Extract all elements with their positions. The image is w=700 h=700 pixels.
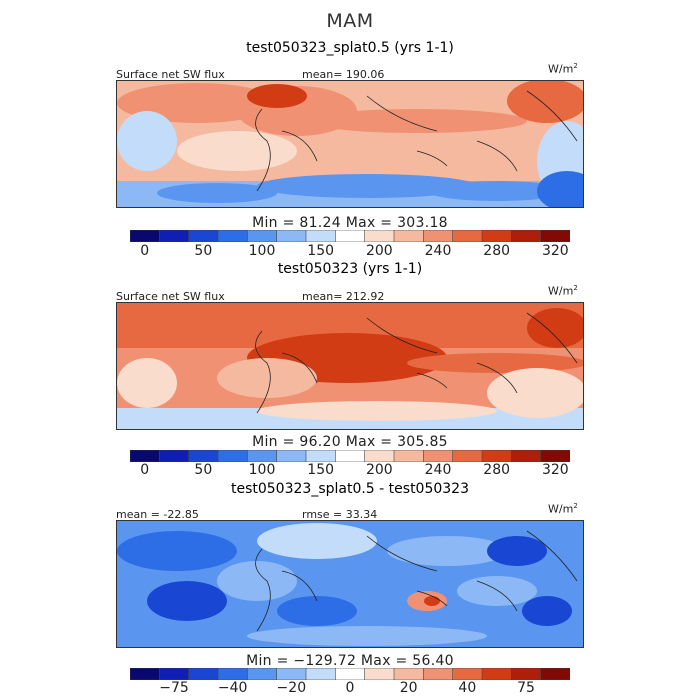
panel-2-mean-label: mean= 212.92 <box>302 290 385 303</box>
colorbar-swatch <box>130 668 160 680</box>
colorbar-swatch <box>511 450 542 462</box>
colorbar-tick-label: 100 <box>248 243 276 259</box>
panel-2-min-max: Min = 96.20 Max = 305.85 <box>252 434 448 450</box>
panel-3-colorbar-svg <box>130 668 570 680</box>
colorbar-tick-label: −20 <box>276 680 307 696</box>
colorbar-swatch <box>511 668 542 680</box>
colorbar-swatch <box>247 230 278 242</box>
colorbar-tick-label: 75 <box>517 680 535 696</box>
panel-3-min-max: Min = −129.72 Max = 56.40 <box>246 653 454 669</box>
colorbar-swatch <box>393 450 424 462</box>
panel-1-colorbar-svg <box>130 230 570 242</box>
colorbar-swatch <box>423 450 454 462</box>
colorbar-tick-label: −75 <box>159 680 189 696</box>
colorbar-swatch <box>276 668 307 680</box>
panel-1-colorbar <box>130 230 570 242</box>
colorbar-swatch <box>423 230 454 242</box>
colorbar-swatch <box>335 450 366 462</box>
panel-3-colorbar <box>130 668 570 680</box>
panel-1-mean-label: mean= 190.06 <box>302 68 385 81</box>
colorbar-tick-label: −40 <box>217 680 248 696</box>
panel-3-rmse-label: rmse = 33.34 <box>302 508 378 521</box>
colorbar-swatch <box>452 450 483 462</box>
colorbar-tick-label: 240 <box>424 243 452 259</box>
colorbar-swatch <box>540 230 570 242</box>
colorbar-swatch <box>393 668 424 680</box>
colorbar-swatch <box>335 230 366 242</box>
panel-1-map-svg <box>117 81 583 207</box>
colorbar-swatch <box>276 230 307 242</box>
colorbar-swatch <box>364 668 395 680</box>
colorbar-swatch <box>159 450 190 462</box>
panel-1-units: W/m2 <box>548 62 578 76</box>
panel-2-title: test050323 (yrs 1-1) <box>277 261 423 277</box>
colorbar-swatch <box>335 668 366 680</box>
colorbar-tick-label: 200 <box>365 462 393 478</box>
colorbar-tick-label: 280 <box>483 243 511 259</box>
panel-1-map <box>116 80 584 208</box>
colorbar-swatch <box>511 230 542 242</box>
colorbar-swatch <box>481 668 512 680</box>
colorbar-tick-label: 50 <box>194 462 213 478</box>
colorbar-swatch <box>130 450 160 462</box>
panel-2-left-label: Surface net SW flux <box>116 290 225 303</box>
colorbar-tick-label: 20 <box>399 680 418 696</box>
colorbar-swatch <box>540 450 570 462</box>
panel-3-title: test050323_splat0.5 - test050323 <box>230 481 469 497</box>
colorbar-swatch <box>364 450 395 462</box>
colorbar-swatch <box>247 450 278 462</box>
colorbar-tick-label: 280 <box>483 462 511 478</box>
panel-2-colorbar-svg <box>130 450 570 462</box>
colorbar-tick-label: 40 <box>458 680 477 696</box>
colorbar-tick-label: 50 <box>194 243 213 259</box>
colorbar-swatch <box>217 450 248 462</box>
panel-1-min-max: Min = 81.24 Max = 303.18 <box>252 215 448 231</box>
colorbar-swatch <box>217 230 248 242</box>
colorbar-swatch <box>452 230 483 242</box>
colorbar-tick-label: 0 <box>345 680 355 696</box>
colorbar-swatch <box>305 230 336 242</box>
colorbar-swatch <box>423 668 454 680</box>
colorbar-swatch <box>540 668 570 680</box>
colorbar-swatch <box>481 450 512 462</box>
colorbar-swatch <box>305 450 336 462</box>
panel-2-colorbar <box>130 450 570 462</box>
colorbar-swatch <box>276 450 307 462</box>
colorbar-tick-label: 240 <box>424 462 452 478</box>
colorbar-swatch <box>393 230 424 242</box>
panel-2-units: W/m2 <box>548 284 578 298</box>
panel-2-map-svg <box>117 303 583 429</box>
colorbar-tick-label: 0 <box>140 462 150 478</box>
colorbar-tick-label: 320 <box>541 462 569 478</box>
colorbar-tick-label: 100 <box>248 462 276 478</box>
colorbar-swatch <box>217 668 248 680</box>
colorbar-swatch <box>188 230 219 242</box>
colorbar-tick-label: 200 <box>365 243 393 259</box>
colorbar-swatch <box>159 668 190 680</box>
colorbar-swatch <box>188 668 219 680</box>
panel-3-map <box>116 520 584 648</box>
colorbar-swatch <box>247 668 278 680</box>
panel-1-left-label: Surface net SW flux <box>116 68 225 81</box>
colorbar-swatch <box>364 230 395 242</box>
colorbar-swatch <box>188 450 219 462</box>
colorbar-tick-label: 150 <box>307 462 335 478</box>
figure-title: MAM <box>326 10 374 32</box>
colorbar-tick-label: 150 <box>307 243 335 259</box>
panel-3-map-svg <box>117 521 583 647</box>
panel-1-title: test050323_splat0.5 (yrs 1-1) <box>246 40 454 56</box>
colorbar-swatch <box>481 230 512 242</box>
panel-2-map <box>116 302 584 430</box>
panel-3-mean-label: mean = -22.85 <box>116 508 199 521</box>
colorbar-tick-label: 320 <box>541 243 569 259</box>
colorbar-swatch <box>159 230 190 242</box>
colorbar-tick-label: 0 <box>140 243 150 259</box>
panel-3-units: W/m2 <box>548 502 578 516</box>
colorbar-swatch <box>305 668 336 680</box>
colorbar-swatch <box>130 230 160 242</box>
colorbar-swatch <box>452 668 483 680</box>
